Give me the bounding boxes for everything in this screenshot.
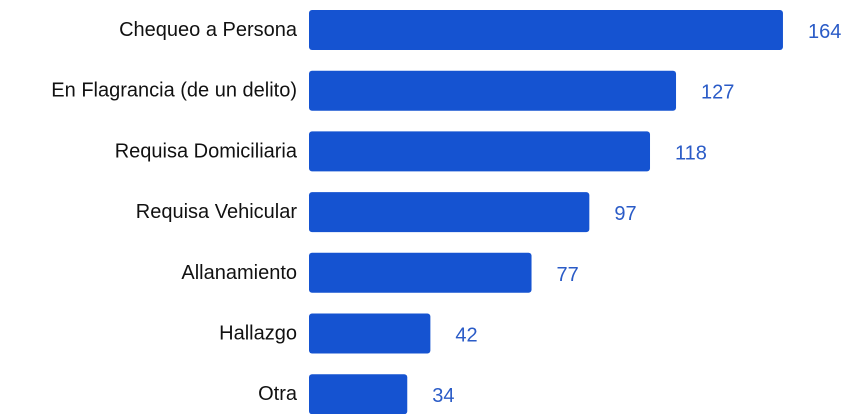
category-label: En Flagrancia (de un delito) [51, 80, 297, 102]
category-label: Requisa Vehicular [136, 201, 298, 223]
category-label: Otra [258, 383, 298, 405]
value-label: 34 [432, 385, 454, 407]
category-label: Allanamiento [181, 262, 297, 284]
bar [309, 252, 532, 293]
bar [309, 313, 431, 354]
bar [309, 192, 590, 233]
value-label: 97 [614, 203, 636, 225]
value-label: 77 [557, 264, 579, 286]
bar [309, 131, 651, 172]
bar [309, 374, 408, 414]
bar [309, 10, 783, 50]
category-label: Chequeo a Persona [119, 19, 298, 41]
category-label: Requisa Domiciliaria [115, 140, 298, 162]
category-label: Hallazgo [219, 323, 297, 345]
value-label: 118 [675, 142, 707, 164]
value-label: 164 [808, 21, 841, 43]
bar [309, 70, 677, 111]
value-label: 127 [701, 82, 734, 104]
value-label: 42 [455, 325, 477, 347]
